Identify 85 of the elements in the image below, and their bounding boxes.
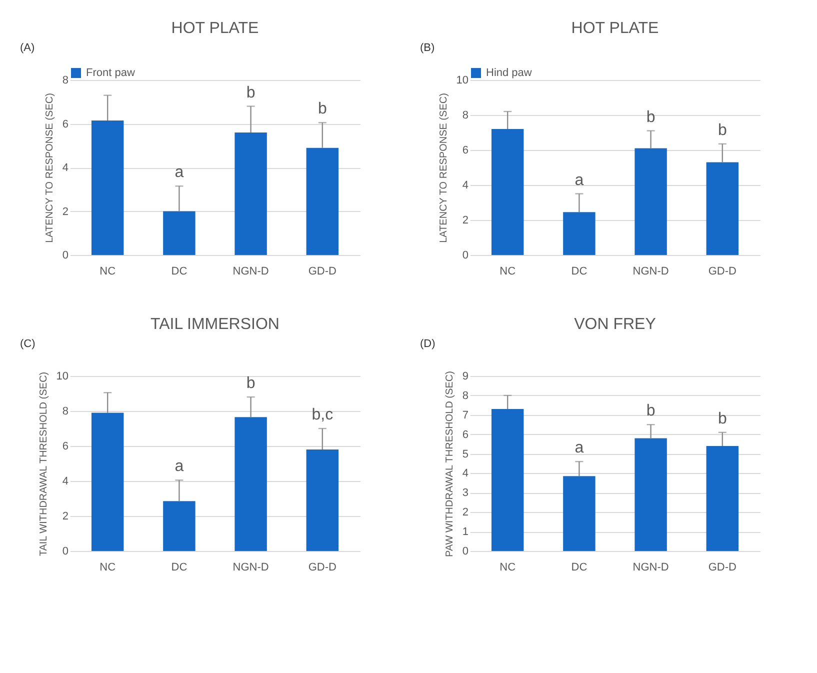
y-tick-label: 9 (462, 370, 468, 382)
y-tick-label: 5 (462, 448, 468, 460)
bar (91, 412, 124, 551)
bar (491, 129, 524, 255)
annotation: b (646, 402, 656, 420)
text: (B) (420, 42, 435, 54)
y-tick-label: 7 (462, 409, 468, 422)
y-axis-title: LATENCY TO RESPONSE (SEC) (44, 93, 56, 243)
bar (306, 450, 339, 551)
x-tick-label: GD-D (708, 266, 737, 278)
y-tick-label: 4 (62, 162, 68, 174)
bar (563, 212, 596, 255)
bar (706, 162, 739, 255)
bar (306, 148, 339, 255)
x-tick-label: GD-D (308, 562, 337, 574)
bar (91, 120, 124, 255)
y-tick-label: 2 (462, 506, 468, 519)
y-tick-label: 1 (462, 526, 468, 538)
y-tick-label: 8 (62, 74, 68, 86)
bar (491, 409, 524, 551)
annotation: a (174, 458, 184, 476)
y-tick-label: 4 (462, 468, 468, 480)
chart-title: VON FREY (574, 316, 656, 333)
y-tick-label: 6 (462, 428, 468, 441)
x-tick-label: NGN-D (232, 266, 269, 278)
annotation: b,c (312, 406, 334, 424)
legend-label: Hind paw (486, 67, 532, 79)
bar (234, 132, 267, 255)
x-tick-label: DC (571, 562, 588, 574)
text: (C) (20, 338, 36, 350)
y-tick-label: 6 (62, 118, 68, 130)
x-tick-label: DC (571, 266, 588, 278)
x-tick-label: GD-D (708, 562, 737, 574)
bar (634, 438, 667, 551)
x-tick-label: NGN-D (632, 266, 669, 278)
chart-title: TAIL IMMERSION (150, 316, 280, 333)
text: (A) (20, 42, 35, 54)
x-tick-label: NGN-D (632, 562, 669, 574)
annotation: a (574, 172, 584, 189)
bar (234, 417, 267, 551)
x-tick-label: NC (100, 562, 116, 574)
bar (563, 476, 596, 551)
y-tick-label: 4 (62, 476, 68, 488)
annotation: b (246, 375, 256, 392)
y-tick-label: 0 (462, 250, 468, 262)
bar (163, 501, 196, 551)
bar (634, 148, 667, 255)
y-tick-label: 0 (62, 250, 68, 262)
y-tick-label: 0 (462, 546, 468, 558)
y-tick-label: 8 (62, 406, 68, 418)
bar (163, 211, 196, 255)
y-tick-label: 0 (62, 546, 68, 558)
x-tick-label: NGN-D (232, 562, 269, 574)
y-tick-label: 10 (456, 74, 468, 86)
x-tick-label: DC (171, 562, 188, 574)
y-axis-title: TAIL WITHDRAWAL THRESHOLD (SEC) (38, 372, 50, 556)
bar (706, 446, 739, 551)
x-tick-label: DC (171, 266, 188, 278)
y-tick-label: 4 (462, 180, 468, 192)
y-tick-label: 2 (62, 510, 68, 522)
y-axis-title: PAW WITHDRAWAL THRESHOLD (SEC) (444, 371, 456, 557)
annotation: b (246, 84, 256, 102)
y-tick-label: 2 (462, 214, 468, 226)
x-tick-label: NC (500, 562, 516, 574)
annotation: b (646, 108, 656, 126)
y-tick-label: 2 (62, 206, 68, 218)
y-tick-label: 10 (56, 370, 68, 382)
x-tick-label: NC (100, 266, 116, 278)
y-tick-label: 3 (462, 487, 468, 500)
annotation: b (718, 122, 727, 139)
text: (D) (420, 338, 436, 350)
y-tick-label: 8 (462, 390, 468, 402)
y-axis-title: LATENCY TO RESPONSE (SEC) (438, 93, 450, 243)
annotation: b (718, 410, 727, 428)
annotation: a (174, 164, 184, 182)
y-tick-label: 6 (62, 440, 68, 452)
y-tick-label: 8 (462, 110, 468, 122)
x-tick-label: NC (500, 266, 516, 278)
chart-title: HOT PLATE (171, 20, 259, 37)
annotation: a (574, 440, 584, 457)
x-tick-label: GD-D (308, 266, 337, 278)
annotation: b (318, 100, 327, 118)
y-tick-label: 6 (462, 144, 468, 156)
legend-label: Front paw (86, 67, 135, 79)
chart-title: HOT PLATE (571, 20, 659, 37)
